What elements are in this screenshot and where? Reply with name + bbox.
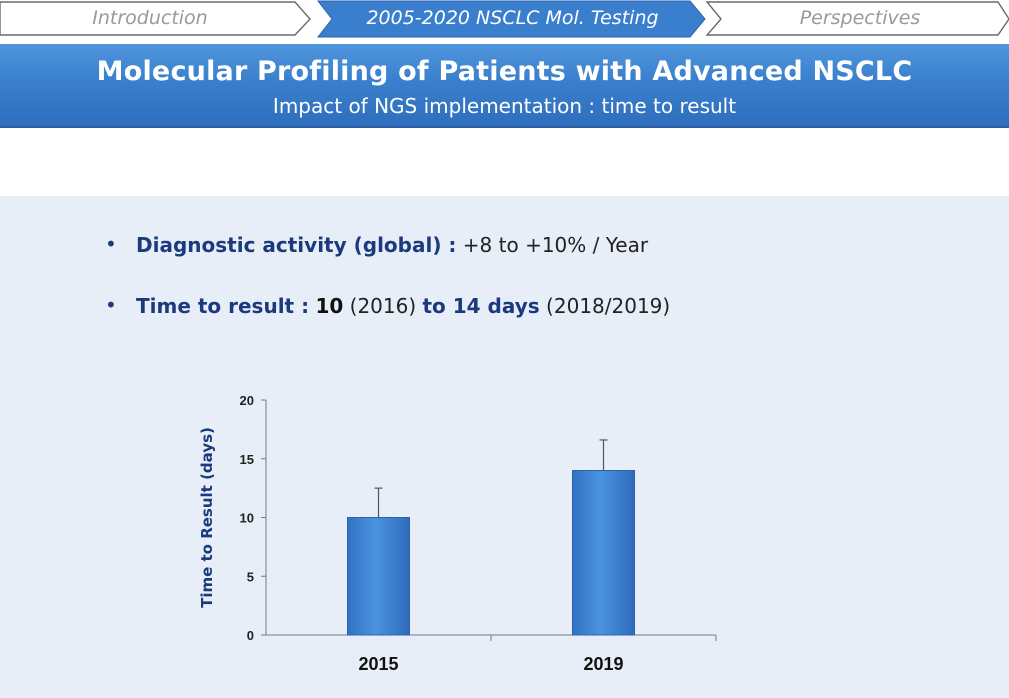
page-subtitle: Impact of NGS implementation : time to r…: [272, 94, 737, 118]
bullet-year-2016: (2016): [343, 294, 423, 318]
y-tick-label: 20: [240, 393, 254, 408]
y-tick-label: 15: [240, 452, 254, 467]
bullet-value-2016: 10: [315, 294, 344, 318]
y-axis-label: Time to Result (days): [198, 427, 216, 608]
x-tick-label: 2019: [583, 654, 623, 674]
bullet-term: Time to result :: [136, 294, 310, 318]
bar-2015: [347, 517, 410, 636]
y-tick-label: 5: [247, 569, 254, 584]
breadcrumb: Introduction 2005-2020 NSCLC Mol. Testin…: [0, 0, 1009, 38]
bar-2019: [572, 470, 635, 636]
step-perspectives-shape[interactable]: [705, 1, 1009, 36]
title-banner: Molecular Profiling of Patients with Adv…: [0, 44, 1009, 128]
breadcrumb-shapes: [0, 0, 1009, 38]
bullet-value: +8 to +10% / Year: [456, 233, 649, 257]
y-tick-label: 0: [247, 628, 254, 643]
bullet-value-2019: to 14 days: [422, 294, 540, 318]
step-perspectives[interactable]: Perspectives: [799, 7, 921, 29]
x-tick-label: 2015: [358, 654, 398, 674]
step-introduction[interactable]: Introduction: [92, 7, 208, 29]
bullet-year-2019: (2018/2019): [539, 294, 671, 318]
y-tick-label: 10: [240, 511, 254, 526]
step-introduction-shape[interactable]: [0, 1, 311, 36]
step-mol-testing[interactable]: 2005-2020 NSCLC Mol. Testing: [366, 7, 659, 29]
step-mol-testing-shape[interactable]: [316, 0, 706, 38]
content-panel: [0, 196, 1009, 698]
bullet-dot: •: [105, 232, 117, 256]
bullet-dot: •: [105, 293, 117, 317]
page-title: Molecular Profiling of Patients with Adv…: [96, 56, 913, 87]
bullet-term: Diagnostic activity (global) :: [136, 233, 457, 257]
